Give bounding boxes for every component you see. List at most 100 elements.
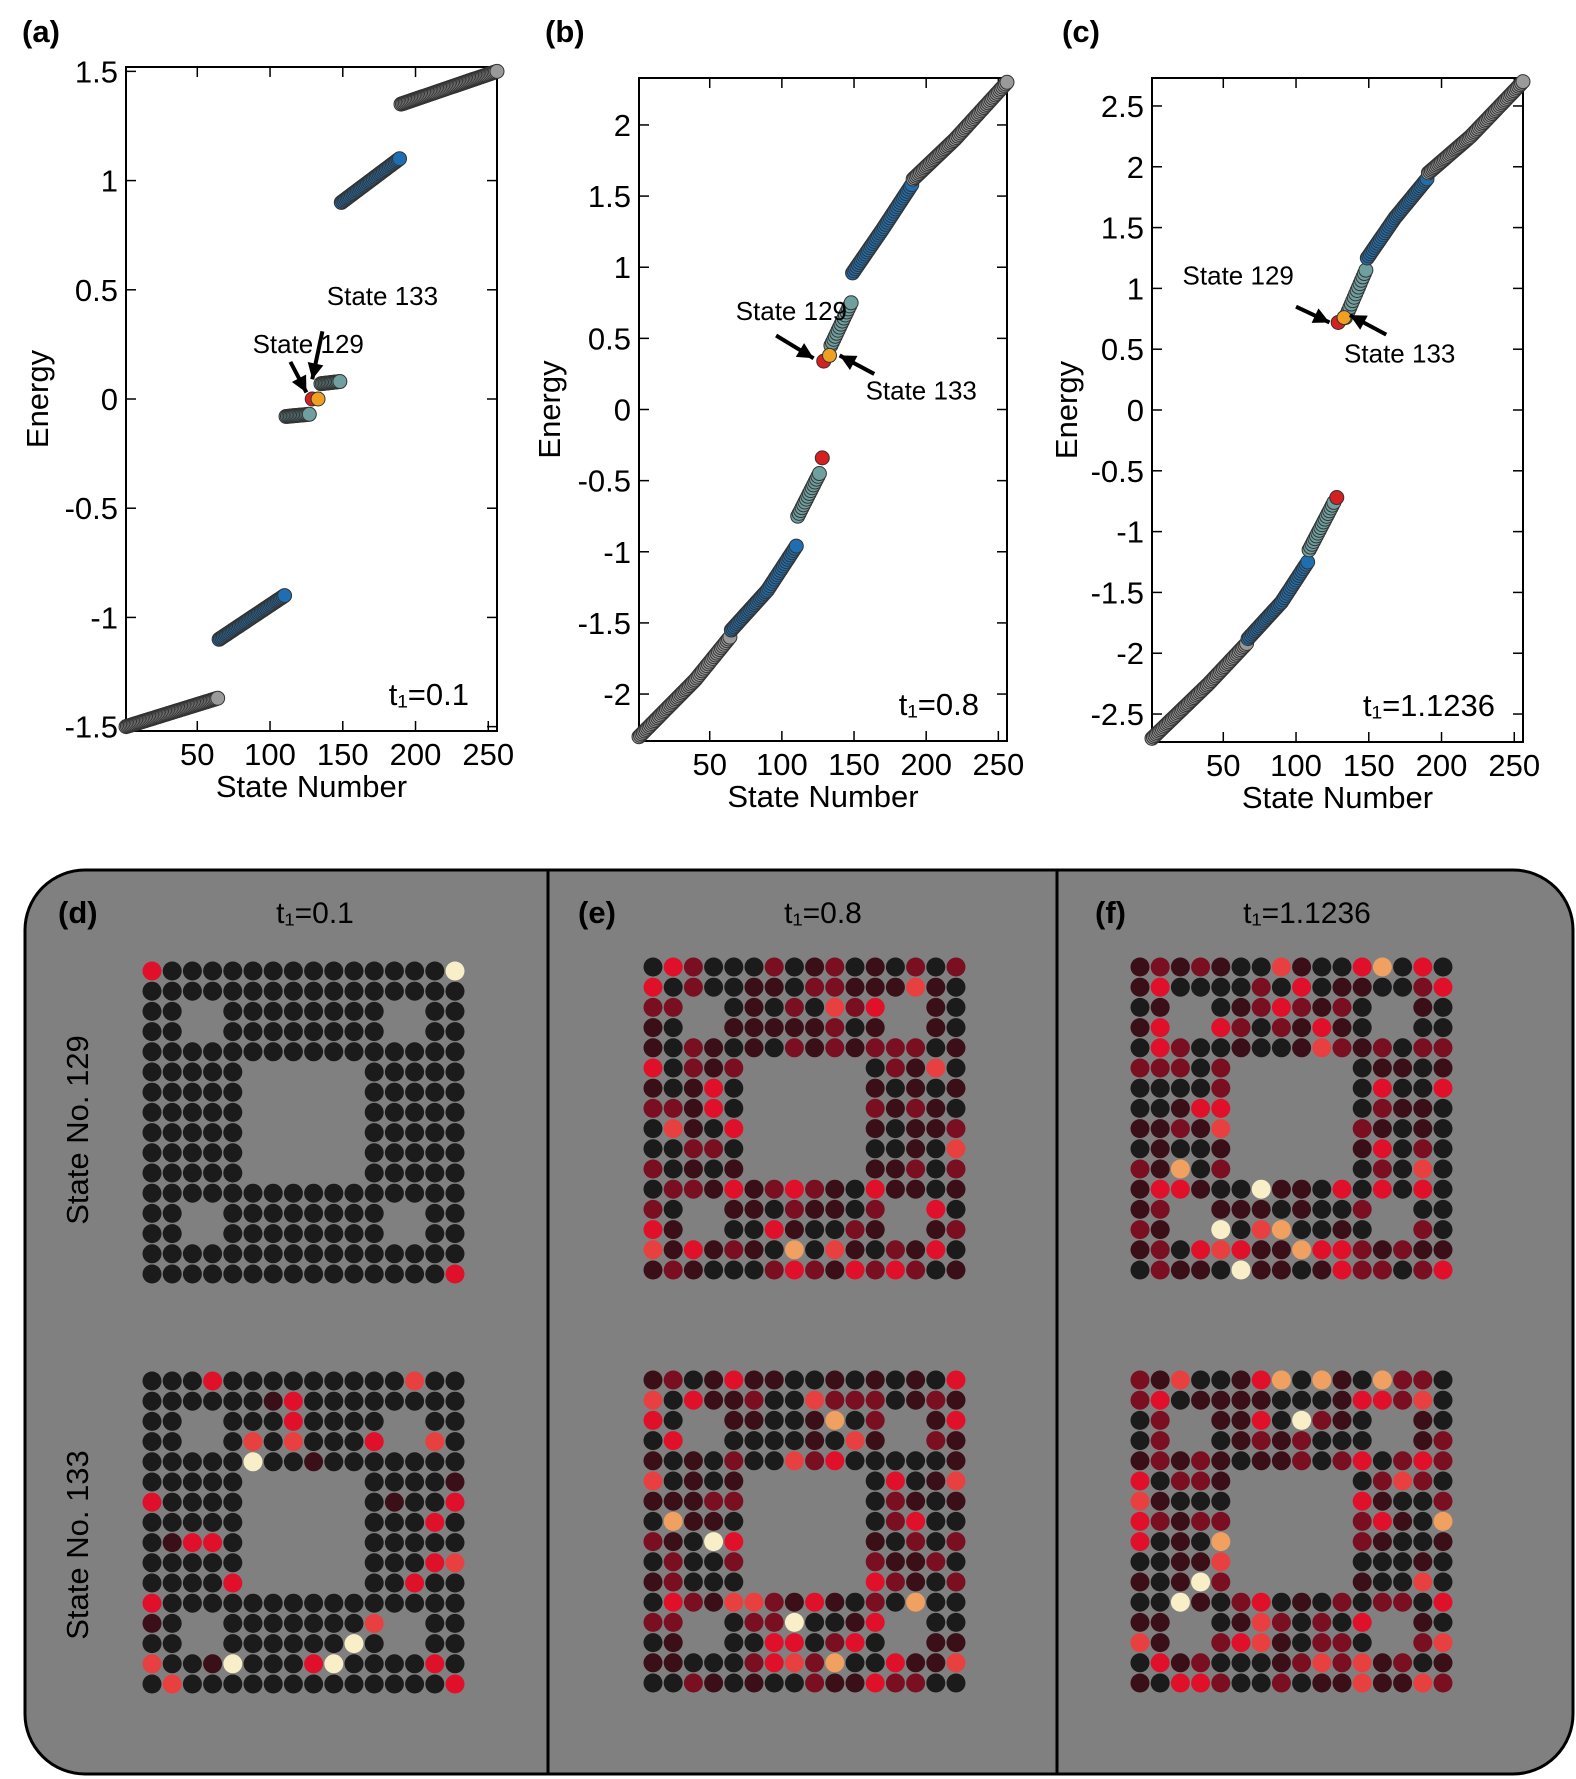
lattice-site bbox=[683, 1532, 703, 1552]
lattice-site bbox=[1332, 1240, 1352, 1260]
lattice-site bbox=[223, 1001, 243, 1021]
lattice-site bbox=[643, 1552, 663, 1572]
lattice-site bbox=[663, 1612, 683, 1632]
lattice-site bbox=[1352, 1491, 1372, 1511]
lattice-site bbox=[324, 1452, 344, 1472]
lattice-site bbox=[1312, 1038, 1332, 1058]
lattice-site bbox=[142, 1391, 162, 1411]
lattice-site bbox=[885, 957, 905, 977]
lattice-site bbox=[1332, 1220, 1352, 1240]
lattice-site bbox=[425, 1022, 445, 1042]
lattice-site bbox=[1413, 1653, 1433, 1673]
lattice-site bbox=[1393, 1552, 1413, 1572]
lattice-site bbox=[1271, 957, 1291, 977]
lattice-site bbox=[946, 1451, 966, 1471]
lattice-site bbox=[1352, 1592, 1372, 1612]
lattice-site bbox=[304, 1203, 324, 1223]
lattice-site bbox=[1251, 1260, 1271, 1280]
lattice-site bbox=[885, 1471, 905, 1491]
lattice-site bbox=[203, 1102, 223, 1122]
lattice-site bbox=[263, 1042, 283, 1062]
lattice-site bbox=[162, 1674, 182, 1694]
lattice-site bbox=[445, 1123, 465, 1143]
lattice-site bbox=[1433, 1038, 1453, 1058]
lattice-site bbox=[203, 1042, 223, 1062]
lattice-site bbox=[643, 1038, 663, 1058]
lattice-site bbox=[203, 961, 223, 981]
lattice-site bbox=[405, 1533, 425, 1553]
lattice-site bbox=[1150, 1018, 1170, 1038]
lattice-site bbox=[643, 1390, 663, 1410]
lattice-site bbox=[304, 1001, 324, 1021]
lattice-site bbox=[865, 1511, 885, 1531]
lattice-site bbox=[1332, 1592, 1352, 1612]
lattice-site bbox=[384, 1082, 404, 1102]
lattice-site bbox=[906, 1491, 926, 1511]
lattice-site bbox=[1211, 1451, 1231, 1471]
x-axis-label: State Number bbox=[1242, 780, 1433, 815]
lattice-site bbox=[162, 1203, 182, 1223]
lattice-site bbox=[1332, 1633, 1352, 1653]
lattice-site bbox=[1393, 1038, 1413, 1058]
lattice-site bbox=[724, 1260, 744, 1280]
lattice-site bbox=[784, 1260, 804, 1280]
lattice-site bbox=[1150, 1139, 1170, 1159]
lattice-site bbox=[425, 1123, 445, 1143]
lattice-site bbox=[182, 1533, 202, 1553]
lattice-site bbox=[1292, 1451, 1312, 1471]
lattice-site bbox=[364, 1082, 384, 1102]
lattice-site bbox=[946, 1552, 966, 1572]
lattice-site bbox=[324, 1411, 344, 1431]
lattice-site bbox=[1170, 977, 1190, 997]
lattice-site bbox=[704, 1511, 724, 1531]
lattice-site bbox=[643, 1139, 663, 1159]
lattice-site bbox=[1130, 1139, 1150, 1159]
lattice-site bbox=[724, 1078, 744, 1098]
lattice-site bbox=[704, 1370, 724, 1390]
lattice-site bbox=[223, 1411, 243, 1431]
lattice-site bbox=[906, 1240, 926, 1260]
lattice-site bbox=[1433, 1058, 1453, 1078]
lattice-site bbox=[1413, 1673, 1433, 1693]
lattice-site bbox=[1352, 1260, 1372, 1280]
lattice-site bbox=[223, 1163, 243, 1183]
lattice-site bbox=[1271, 1653, 1291, 1673]
lattice-site bbox=[1433, 1633, 1453, 1653]
lattice-site bbox=[1150, 1179, 1170, 1199]
lattice-site bbox=[865, 1653, 885, 1673]
lattice-site bbox=[1372, 1451, 1392, 1471]
lattice-site bbox=[142, 1062, 162, 1082]
lattice-site bbox=[683, 1592, 703, 1612]
lattice-site bbox=[704, 1098, 724, 1118]
lattice-site bbox=[1231, 1220, 1251, 1240]
lattice-site bbox=[744, 1592, 764, 1612]
lattice-site bbox=[663, 1260, 683, 1280]
lattice-site bbox=[1191, 1451, 1211, 1471]
lattice-site bbox=[324, 1244, 344, 1264]
lattice-site bbox=[1191, 1390, 1211, 1410]
panel-title-e: t₁=0.8 bbox=[784, 897, 862, 930]
lattice-site bbox=[764, 1240, 784, 1260]
lattice-site bbox=[865, 1431, 885, 1451]
lattice-site bbox=[1312, 1410, 1332, 1430]
lattice-site bbox=[926, 1431, 946, 1451]
lattice-site bbox=[663, 1179, 683, 1199]
lattice-site bbox=[1271, 997, 1291, 1017]
lattice-site bbox=[243, 1593, 263, 1613]
lattice-site bbox=[344, 1654, 364, 1674]
lattice-site bbox=[1150, 1532, 1170, 1552]
lattice-site bbox=[344, 1183, 364, 1203]
lattice-site bbox=[445, 1001, 465, 1021]
lattice-site bbox=[203, 1533, 223, 1553]
lattice-site bbox=[203, 1593, 223, 1613]
density-grid-d-133 bbox=[142, 1371, 465, 1694]
x-axis-label: State Number bbox=[216, 769, 407, 804]
lattice-site bbox=[1292, 1653, 1312, 1673]
lattice-site bbox=[724, 1532, 744, 1552]
lattice-site bbox=[384, 1512, 404, 1532]
lattice-site bbox=[1150, 1220, 1170, 1240]
lattice-site bbox=[663, 1653, 683, 1673]
lattice-site bbox=[1372, 1673, 1392, 1693]
lattice-site bbox=[162, 981, 182, 1001]
lattice-site bbox=[142, 1102, 162, 1122]
